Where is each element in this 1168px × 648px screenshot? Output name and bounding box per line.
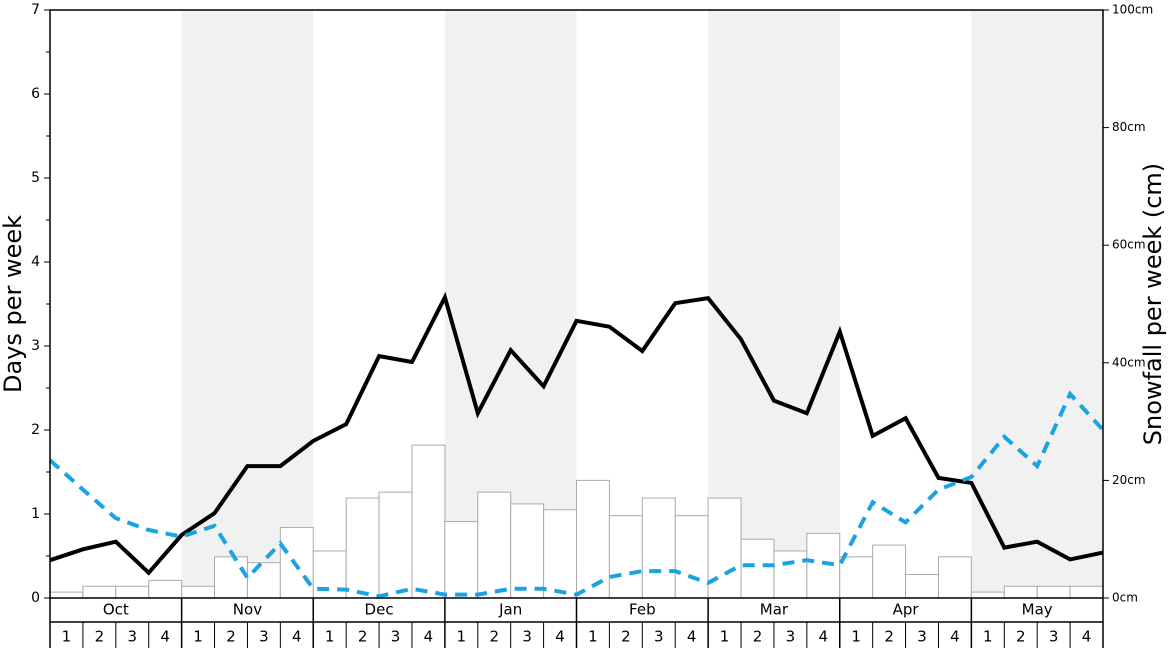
week-label: 3 (259, 628, 269, 646)
week-label: 1 (588, 628, 598, 646)
week-label: 2 (489, 628, 499, 646)
snowfall-bar (641, 497, 676, 599)
week-label: 3 (917, 628, 927, 646)
snowfall-bar (872, 544, 907, 599)
y2-tick-label: 40cm (1112, 355, 1146, 369)
snowfall-bar (115, 585, 150, 599)
y2-tick-label: 20cm (1112, 473, 1146, 487)
snowfall-bar (411, 444, 446, 599)
y-tick-label: 2 (31, 422, 40, 438)
week-label: 2 (1016, 628, 1026, 646)
y2-axis-label: Snowfall per week (cm) (1139, 163, 1167, 445)
month-label: Oct (103, 601, 129, 619)
snowfall-bar (444, 521, 479, 599)
series-line (49, 291, 1104, 576)
month-label: May (1022, 601, 1053, 619)
month-label: Mar (760, 601, 789, 619)
snowfall-bar (543, 509, 577, 599)
week-label: 4 (555, 628, 565, 646)
snowfall-bar (740, 538, 775, 599)
snowfall-bar (806, 532, 841, 599)
week-label: 4 (160, 628, 170, 646)
month-label: Feb (629, 601, 656, 619)
snowfall-bar (477, 491, 512, 599)
y-tick-label: 5 (31, 170, 40, 186)
week-label: 1 (325, 628, 335, 646)
snowfall-bar (82, 585, 117, 599)
week-label: 3 (391, 628, 401, 646)
snowfall-bar (510, 503, 545, 599)
snowfall-bar (608, 515, 643, 599)
week-label: 4 (950, 628, 960, 646)
snowfall-bar (1036, 585, 1071, 599)
month-band (971, 10, 1103, 598)
y-tick-label: 4 (31, 254, 40, 270)
y-tick-label: 0 (31, 590, 40, 606)
y-axis-label: Days per week (0, 215, 27, 393)
week-label: 3 (1049, 628, 1059, 646)
snowfall-bar (1069, 585, 1104, 599)
snowfall-bar (49, 591, 84, 599)
y-tick-label: 3 (31, 338, 40, 354)
snowfall-bar (674, 515, 709, 599)
week-label: 2 (95, 628, 105, 646)
week-label: 2 (884, 628, 894, 646)
y2-tick-label: 80cm (1112, 120, 1146, 134)
y2-tick-label: 60cm (1112, 238, 1146, 252)
month-band (181, 10, 314, 598)
week-label: 1 (457, 628, 467, 646)
snowfall-bar (148, 579, 183, 599)
y-tick-label: 6 (31, 86, 40, 102)
week-label: 1 (62, 628, 72, 646)
week-label: 2 (621, 628, 631, 646)
week-label: 4 (1082, 628, 1092, 646)
series-line (48, 390, 1105, 599)
snowfall-bar (970, 591, 1005, 599)
snowfall-bar (246, 562, 281, 599)
week-label: 1 (851, 628, 861, 646)
snowfall-bar (707, 497, 742, 599)
month-label: Jan (498, 601, 522, 619)
month-label: Apr (893, 601, 920, 619)
y2-tick-label: 0cm (1112, 591, 1138, 605)
snowfall-bar (1003, 585, 1038, 599)
week-label: 2 (753, 628, 763, 646)
snowfall-bar (773, 550, 808, 599)
month-label: Nov (233, 601, 262, 619)
week-label: 4 (424, 628, 434, 646)
week-label: 2 (226, 628, 236, 646)
week-label: 1 (193, 628, 203, 646)
week-label: 4 (292, 628, 302, 646)
snowfall-bar (214, 556, 248, 599)
y2-tick-label: 100cm (1112, 3, 1153, 17)
week-label: 3 (654, 628, 664, 646)
snowfall-bar (345, 497, 380, 599)
month-label: Dec (365, 601, 394, 619)
snowfall-bar (378, 491, 413, 599)
snowfall-bar (905, 573, 939, 599)
snowfall-bar (181, 585, 216, 599)
y-tick-label: 7 (31, 2, 40, 18)
week-label: 3 (786, 628, 796, 646)
week-label: 1 (720, 628, 730, 646)
snowfall-bar (576, 479, 610, 599)
y-tick-label: 1 (31, 506, 40, 522)
week-label: 3 (522, 628, 532, 646)
week-label: 4 (819, 628, 829, 646)
week-label: 3 (127, 628, 137, 646)
week-label: 4 (687, 628, 697, 646)
week-label: 2 (358, 628, 368, 646)
week-label: 1 (983, 628, 993, 646)
snowfall-bar (937, 556, 972, 599)
snowfall-bar (839, 556, 874, 599)
